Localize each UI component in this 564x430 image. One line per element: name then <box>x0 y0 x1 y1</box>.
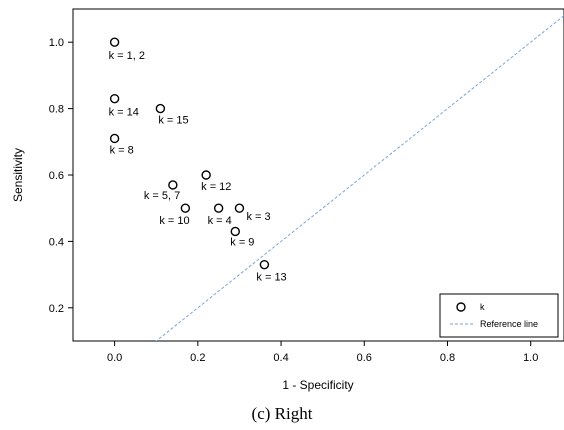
x-tick-label: 0.6 <box>357 352 372 364</box>
x-tick-label: 0.0 <box>107 352 122 364</box>
data-point <box>180 203 191 213</box>
data-point-label: k = 8 <box>110 144 134 156</box>
data-point-label: k = 15 <box>158 115 188 127</box>
data-point-label: k = 12 <box>201 181 231 193</box>
data-point-label: k = 14 <box>109 107 139 119</box>
data-point <box>168 180 178 190</box>
data-point-label: k = 5, 7 <box>144 190 180 202</box>
legend-label-reference: Reference line <box>480 319 538 329</box>
data-point <box>213 203 224 213</box>
data-point <box>230 226 240 237</box>
data-point <box>109 37 120 47</box>
data-point-label: k = 3 <box>246 211 270 223</box>
x-tick-label: 0.2 <box>190 352 205 364</box>
roc-scatter-chart: 0.0 0.2 0.4 0.6 0.8 1.0 0.2 0.4 0.6 0.8 1.0 k = 1… <box>11 8 564 392</box>
x-axis-label: 1 - Specificity <box>282 378 353 392</box>
data-point <box>201 170 211 180</box>
data-point <box>259 259 270 270</box>
data-point-label: k = 9 <box>230 236 254 248</box>
data-point-label: k = 13 <box>256 272 286 284</box>
y-tick-label: 1.0 <box>49 37 64 49</box>
data-point <box>109 93 120 104</box>
x-tick-label: 0.4 <box>273 352 288 364</box>
legend: k Reference line <box>439 293 559 338</box>
data-point-label: k = 10 <box>159 215 189 227</box>
y-axis-label: Sensitivity <box>11 148 25 202</box>
legend-label-k: k <box>480 302 485 312</box>
x-tick-label: 1.0 <box>523 352 538 364</box>
y-tick-label: 0.6 <box>49 170 64 182</box>
data-point-label: k = 4 <box>208 215 232 227</box>
legend-box <box>439 293 559 338</box>
x-tick-label: 0.8 <box>440 352 455 364</box>
data-point <box>234 203 245 213</box>
plot-frame <box>72 8 564 342</box>
reference-line <box>155 15 564 341</box>
y-tick-label: 0.2 <box>49 303 64 315</box>
data-point <box>109 133 120 144</box>
legend-marker-k <box>456 302 466 312</box>
data-point-label: k = 1, 2 <box>109 50 145 62</box>
data-point <box>155 103 166 114</box>
figure-caption: (c) Right <box>251 404 313 423</box>
y-tick-label: 0.8 <box>49 104 64 116</box>
y-tick-label: 0.4 <box>49 236 64 248</box>
